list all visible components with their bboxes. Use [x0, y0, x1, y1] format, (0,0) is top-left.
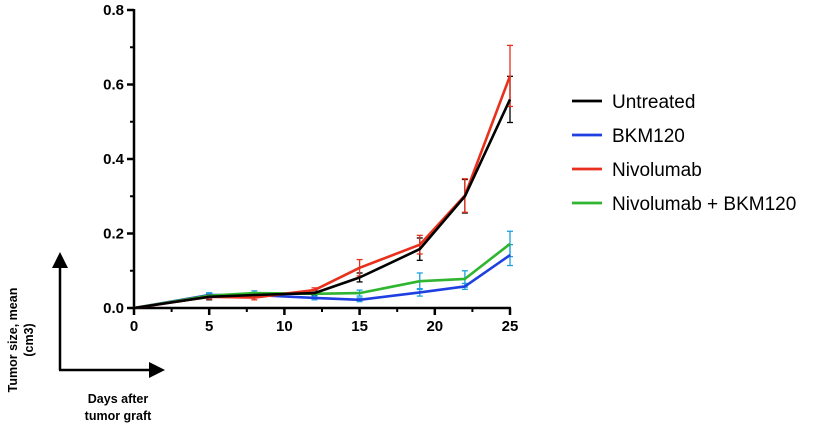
y-axis-label-line-2: (cm3) [22, 323, 36, 356]
y-tick-label: 0.8 [103, 2, 124, 19]
x-tick-label: 20 [426, 318, 443, 335]
x-tick-label: 10 [276, 318, 293, 335]
legend-label: Untreated [612, 92, 695, 113]
y-tick-label: 0.0 [103, 300, 124, 317]
error-bars-nivolumab [206, 44, 513, 301]
up-arrow-icon [52, 252, 68, 268]
x-axis-label-line-1: Days after [88, 392, 149, 406]
axis-direction-indicator: Tumor size, mean (cm3) Days after tumor … [6, 252, 165, 423]
plot-area [133, 44, 513, 310]
legend-label: BKM120 [612, 126, 685, 147]
y-axis: 0.0 0.2 0.4 0.6 0.8 [103, 2, 136, 317]
right-arrow-icon [149, 362, 165, 378]
x-axis-label-line-2: tumor graft [85, 409, 153, 423]
y-tick-label: 0.4 [103, 151, 125, 168]
legend: Untreated BKM120 Nivolumab Nivolumab + BKM1… [572, 92, 796, 215]
y-tick-label: 0.2 [103, 226, 124, 243]
x-axis: 0 5 10 15 20 25 [130, 306, 519, 335]
series-line-untreated [133, 98, 512, 310]
series-line-nivolumab [133, 75, 512, 310]
y-axis-label-line-1: Tumor size, mean [6, 288, 20, 393]
y-tick-label: 0.6 [103, 77, 124, 94]
legend-label: Nivolumab + BKM120 [612, 194, 796, 215]
x-tick-label: 5 [205, 318, 213, 335]
x-tick-label: 15 [351, 318, 368, 335]
x-tick-label: 25 [502, 318, 519, 335]
x-tick-label: 0 [130, 318, 138, 335]
legend-label: Nivolumab [612, 160, 702, 181]
